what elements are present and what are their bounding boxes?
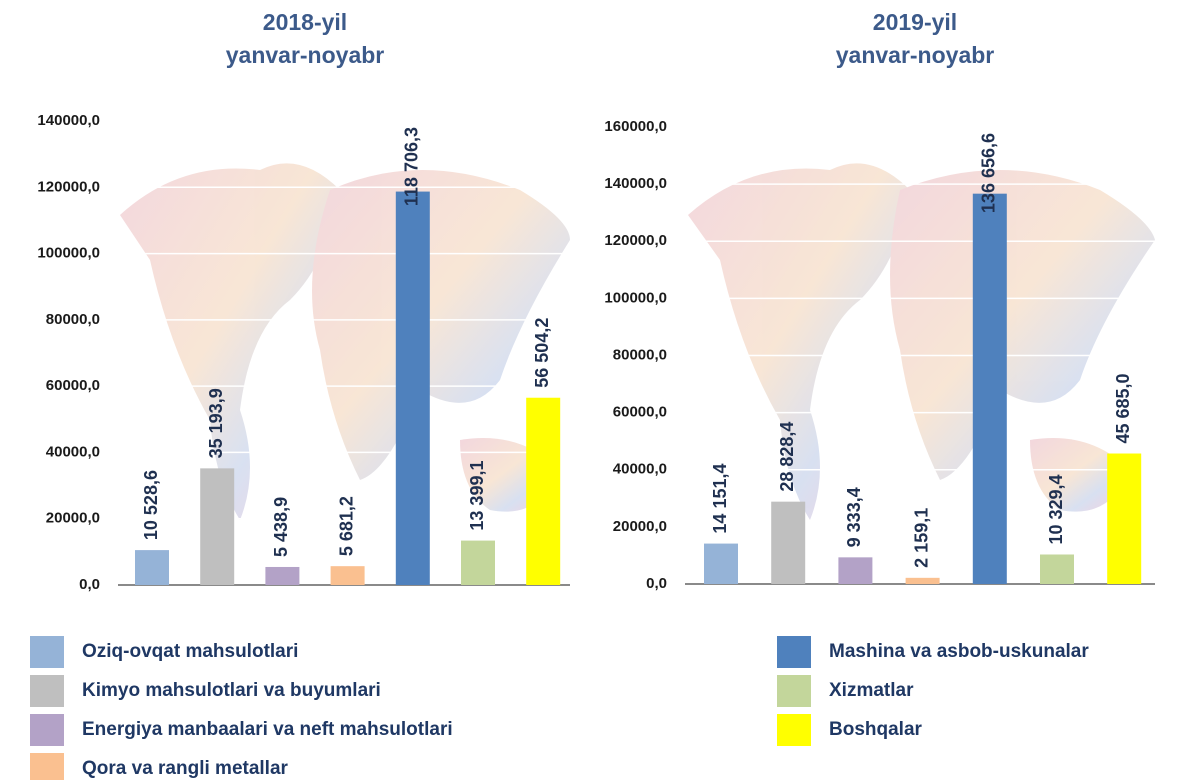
chart-title: 2019-yil [873,9,957,35]
bar [771,501,806,584]
y-tick-label: 100000,0 [37,245,100,262]
bar [395,191,430,585]
bar [704,543,738,584]
y-tick-label: 40000,0 [46,443,100,460]
bar [461,540,495,585]
legend-label: Xizmatlar [829,680,914,701]
y-tick-label: 60000,0 [46,377,100,394]
bar [200,468,235,585]
y-tick-label: 60000,0 [613,404,667,421]
legend-swatch [30,636,64,668]
y-tick-label: 140000,0 [604,175,667,192]
legend-swatch [777,714,811,746]
y-tick-label: 120000,0 [37,178,100,195]
value-label: 118 706,3 [402,127,422,206]
chart-title: yanvar-noyabr [836,42,995,68]
y-tick-label: 0,0 [79,576,100,593]
legend-swatch [777,675,811,707]
bar [905,577,940,584]
legend-swatch [777,636,811,668]
value-label: 13 399,1 [467,461,487,531]
legend-label: Mashina va asbob-uskunalar [829,641,1089,662]
value-label: 10 528,6 [141,470,161,540]
legend-swatch [30,714,64,746]
legend-label: Kimyo mahsulotlari va buyumlari [82,680,381,701]
value-label: 14 151,4 [710,464,730,534]
y-tick-label: 80000,0 [46,311,100,328]
bar [838,557,873,584]
value-label: 5 681,2 [336,496,356,556]
y-tick-label: 0,0 [646,575,667,592]
y-tick-label: 100000,0 [604,289,667,306]
bar [330,566,365,585]
y-tick-label: 40000,0 [613,461,667,478]
value-label: 2 159,1 [911,508,931,568]
bar [265,566,300,585]
bar [1107,453,1142,584]
chart-title: yanvar-noyabr [226,42,385,68]
legend-label: Qora va rangli metallar [82,758,289,779]
y-tick-label: 120000,0 [604,232,667,249]
value-label: 136 656,6 [979,133,999,213]
y-tick-label: 20000,0 [46,510,100,527]
legend-swatch [30,675,64,707]
y-tick-label: 160000,0 [604,118,667,135]
value-label: 45 685,0 [1113,373,1133,443]
bar [526,397,561,585]
value-label: 28 828,4 [777,422,797,492]
bar [135,550,169,585]
value-label: 56 504,2 [532,318,552,388]
value-label: 9 333,4 [844,487,864,547]
legend-label: Boshqalar [829,719,923,740]
chart-title: 2018-yil [263,9,347,35]
bar [972,193,1007,584]
value-label: 10 329,4 [1046,474,1066,544]
y-tick-label: 80000,0 [613,346,667,363]
y-tick-label: 140000,0 [37,112,100,129]
legend-label: Energiya manbaalari va neft mahsulotlari [82,719,453,740]
value-label: 5 438,9 [271,497,291,557]
map-background [120,163,1155,521]
legend-label: Oziq-ovqat mahsulotlari [82,641,298,662]
value-label: 35 193,9 [206,388,226,458]
y-tick-label: 20000,0 [613,518,667,535]
legend-swatch [30,753,64,780]
bar [1040,554,1074,584]
